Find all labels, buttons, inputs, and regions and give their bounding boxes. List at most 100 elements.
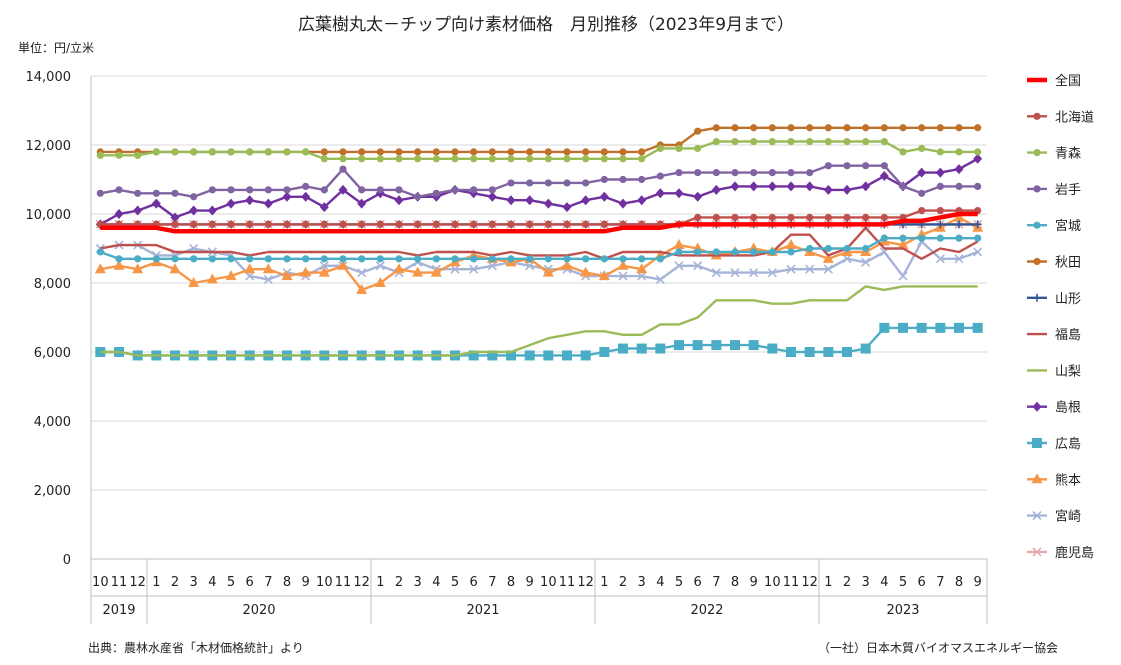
data-point: [562, 350, 572, 361]
data-point: [450, 264, 460, 274]
data-point: [581, 195, 591, 206]
data-point: [974, 182, 982, 190]
data-point: [171, 220, 179, 228]
x-tick-label: 10: [316, 575, 333, 590]
data-point: [302, 220, 310, 228]
data-point: [673, 239, 685, 250]
data-point: [264, 255, 272, 263]
data-point: [618, 198, 628, 209]
data-point: [600, 220, 608, 228]
data-point: [281, 270, 293, 281]
data-point: [786, 347, 796, 357]
data-point: [432, 255, 440, 263]
data-point: [318, 266, 330, 277]
data-point: [206, 273, 218, 284]
data-point: [636, 263, 648, 274]
data-point: [468, 350, 479, 361]
legend-item: 広島: [1027, 437, 1081, 452]
data-point: [451, 148, 459, 156]
series-line: [100, 226, 979, 260]
legend-marker: [1033, 185, 1041, 193]
legend-item: 宮城: [1027, 218, 1081, 234]
x-tick-label: 4: [880, 575, 888, 590]
data-point: [507, 255, 515, 263]
data-point: [600, 255, 608, 263]
x-tick-label: 11: [335, 575, 352, 590]
data-point: [225, 270, 237, 281]
y-tick-label: 8,000: [34, 277, 71, 292]
data-point: [843, 244, 851, 253]
legend-marker: [1031, 473, 1043, 484]
year-label: 2023: [886, 603, 919, 618]
data-point: [974, 148, 982, 156]
x-tick-label: 6: [694, 575, 702, 590]
data-point: [599, 347, 610, 357]
data-point: [246, 148, 254, 156]
credit-note: （一社）日本木質バイオマスエネルギー協会: [818, 640, 1058, 655]
data-point: [338, 184, 348, 195]
data-point: [822, 252, 834, 263]
x-tick-label: 10: [92, 575, 109, 590]
x-tick-label: 2: [395, 575, 403, 590]
data-point: [525, 261, 535, 271]
legend-item: 島根: [1027, 401, 1081, 416]
data-point: [936, 220, 945, 229]
data-point: [96, 189, 104, 197]
data-point: [750, 137, 758, 146]
year-label: 2022: [690, 603, 723, 618]
data-point: [730, 181, 740, 192]
data-point: [880, 162, 888, 170]
x-tick-label: 3: [414, 575, 422, 590]
data-point: [171, 255, 179, 263]
series-line: [100, 285, 978, 357]
data-point: [357, 268, 367, 278]
data-point: [488, 148, 496, 156]
data-point: [339, 155, 347, 163]
data-point: [487, 191, 497, 202]
data-point: [656, 172, 664, 180]
x-tick-label: 7: [488, 575, 496, 590]
data-point: [246, 186, 254, 194]
data-point: [954, 164, 964, 175]
data-point: [358, 155, 366, 163]
legend-item: 青森: [1027, 147, 1081, 162]
data-point: [750, 248, 758, 256]
series-北海道: [96, 206, 982, 228]
x-tick-label: 8: [283, 575, 291, 590]
data-point: [562, 202, 572, 213]
data-point: [374, 277, 386, 287]
data-point: [283, 148, 291, 156]
data-point: [675, 144, 683, 153]
y-tick-label: 10,000: [26, 208, 72, 223]
data-point: [768, 213, 776, 222]
data-point: [974, 124, 982, 132]
x-tick-label: 1: [824, 575, 832, 590]
data-point: [544, 179, 552, 187]
data-point: [918, 189, 926, 197]
data-point: [694, 169, 702, 177]
data-point: [973, 247, 983, 257]
data-point: [395, 220, 403, 228]
data-point: [246, 220, 254, 228]
data-point: [618, 271, 628, 281]
legend-label: 宮城: [1055, 218, 1081, 234]
data-point: [561, 259, 573, 270]
legend-marker: [1033, 293, 1041, 302]
series-岩手: [96, 162, 982, 201]
source-note: 出典：農林水産省「木材価格統計」より: [88, 640, 304, 655]
data-point: [880, 137, 888, 146]
data-point: [731, 213, 739, 222]
data-point: [655, 274, 665, 285]
data-point: [768, 124, 776, 132]
data-point: [880, 213, 888, 222]
data-point: [170, 212, 180, 223]
data-point: [955, 234, 963, 242]
data-point: [134, 151, 142, 159]
data-point: [749, 181, 759, 192]
data-point: [543, 198, 553, 209]
series-青森: [96, 137, 982, 163]
data-point: [526, 148, 534, 156]
legend-marker: [1033, 149, 1041, 157]
data-point: [917, 167, 927, 178]
